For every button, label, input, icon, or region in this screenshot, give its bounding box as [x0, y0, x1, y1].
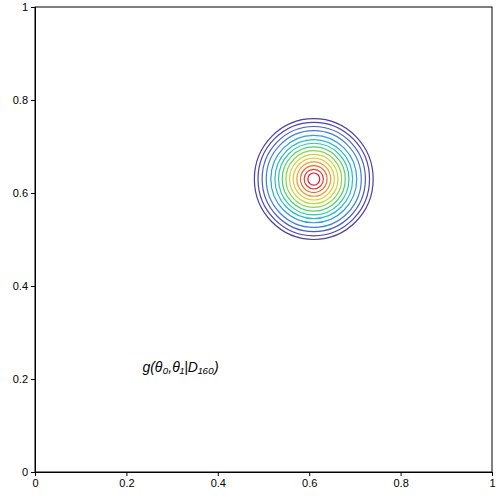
- x-tick: 1: [489, 472, 495, 489]
- y-tick-label: 1: [22, 1, 28, 13]
- x-tick-mark: [126, 472, 127, 476]
- contour-line: [290, 154, 338, 203]
- y-tick: 1: [22, 1, 35, 13]
- y-tick-mark: [31, 100, 35, 101]
- y-tick: 0: [22, 466, 35, 478]
- contour-line: [304, 169, 323, 189]
- x-tick: 0.8: [393, 472, 408, 489]
- x-axis: 0 0.2 0.4 0.6 0.8 1: [32, 472, 495, 489]
- y-tick: 0.6: [13, 187, 35, 199]
- contour-line: [262, 127, 365, 232]
- contour-line: [297, 162, 331, 196]
- y-tick-mark: [31, 379, 35, 380]
- y-tick-label: 0.8: [13, 94, 28, 106]
- y-tick: 0.8: [13, 94, 35, 106]
- chart: 0 0.2 0.4 0.6 0.8 1 0 0.2 0.4 0.6 0.8 1 g(θ₀,θ₁|D₁₆₀…: [0, 0, 500, 500]
- x-tick-mark: [309, 472, 310, 476]
- x-tick-label: 0.2: [119, 477, 134, 489]
- y-tick-label: 0.6: [13, 187, 28, 199]
- contour-line: [308, 173, 320, 185]
- x-tick-label: 0.8: [393, 477, 408, 489]
- y-tick-label: 0.4: [13, 280, 28, 292]
- x-tick: 0.6: [302, 472, 317, 489]
- contour-line: [282, 147, 345, 211]
- y-tick-label: 0: [22, 466, 28, 478]
- y-axis: 0 0.2 0.4 0.6 0.8 1: [13, 1, 36, 478]
- contour-line: [258, 122, 370, 235]
- x-tick-mark: [218, 472, 219, 476]
- x-tick: 0: [32, 472, 38, 489]
- contour-line: [271, 135, 357, 222]
- y-tick-mark: [31, 472, 35, 473]
- contour-line: [266, 131, 361, 228]
- x-tick-label: 0: [32, 477, 38, 489]
- contour-line: [279, 143, 349, 215]
- x-tick-label: 0.6: [302, 477, 317, 489]
- y-tick: 0.2: [13, 373, 35, 385]
- contour-line: [301, 166, 328, 193]
- y-tick-mark: [31, 286, 35, 287]
- contour-line: [286, 151, 342, 208]
- x-tick: 0.4: [211, 472, 226, 489]
- plot-frame: [35, 7, 492, 472]
- y-tick-mark: [31, 193, 35, 194]
- annotation: g(θ₀,θ₁|D₁₆₀): [142, 359, 218, 375]
- x-tick-mark: [401, 472, 402, 476]
- contour-line: [293, 158, 334, 200]
- x-tick: 0.2: [119, 472, 134, 489]
- x-tick-label: 1: [489, 477, 495, 489]
- contours: [254, 119, 373, 240]
- y-axis-line: [31, 8, 36, 473]
- contour-line: [254, 119, 373, 240]
- y-tick-label: 0.2: [13, 373, 28, 385]
- x-tick-label: 0.4: [211, 477, 226, 489]
- y-tick: 0.4: [13, 280, 35, 292]
- x-tick-mark: [492, 472, 493, 476]
- contour-line: [275, 140, 353, 219]
- x-axis-line: [36, 473, 493, 477]
- y-tick-mark: [31, 7, 35, 8]
